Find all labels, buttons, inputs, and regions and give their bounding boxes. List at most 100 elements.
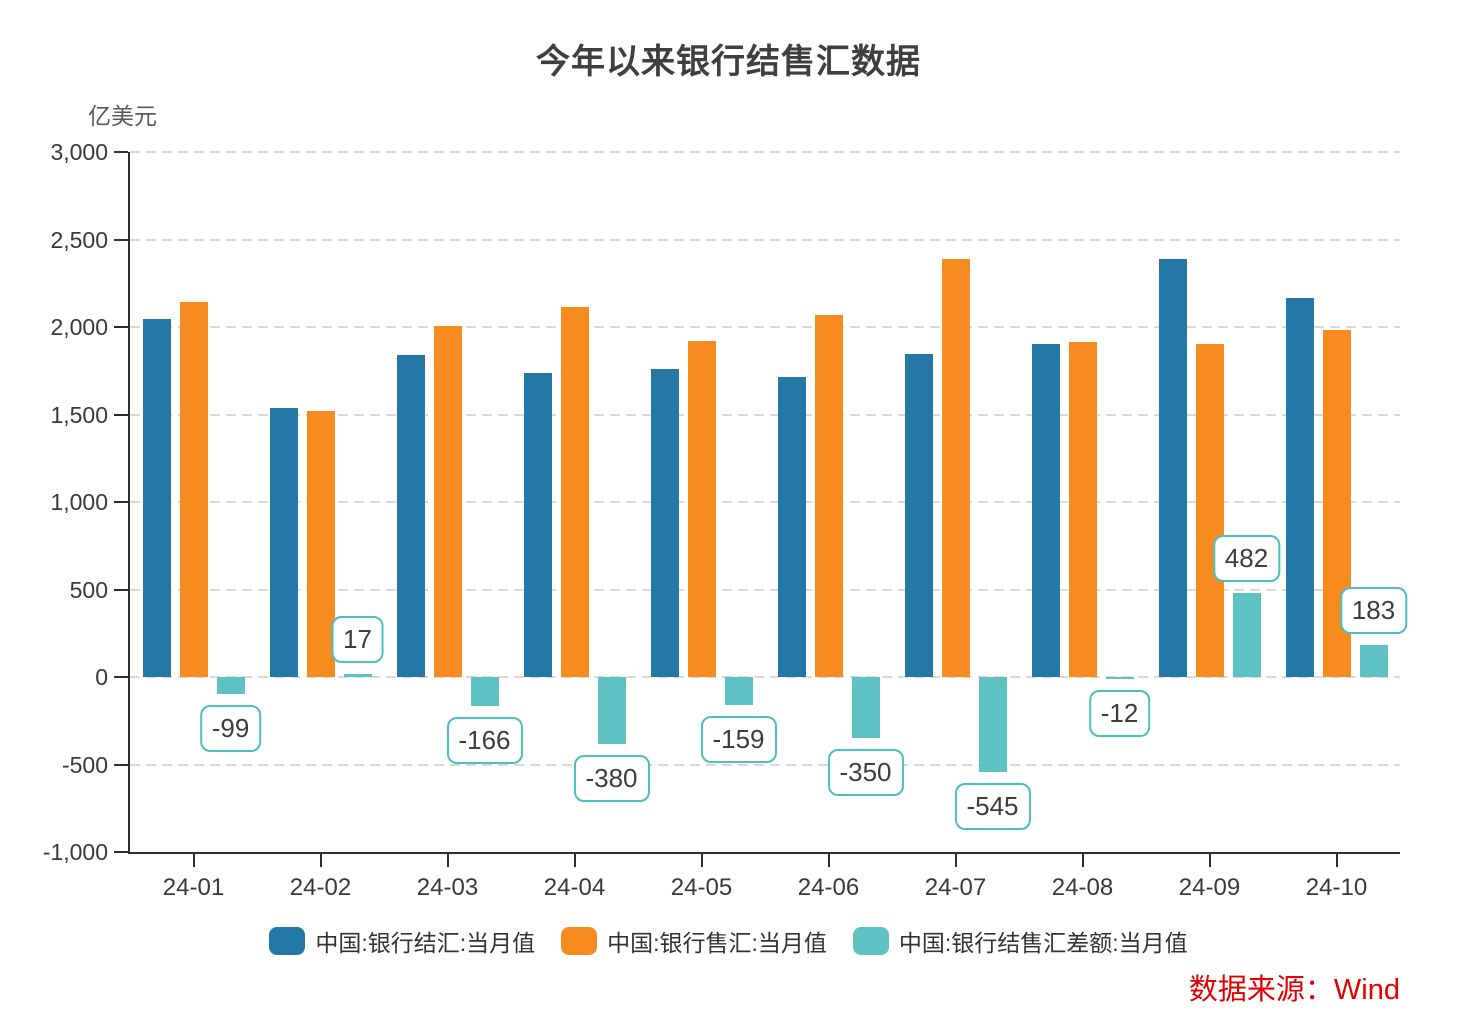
x-axis-tick [1208, 854, 1211, 867]
bar-24-01-series2 [216, 677, 245, 695]
y-axis-unit-label: 亿美元 [88, 103, 157, 129]
bar-24-05-series2 [724, 677, 753, 705]
legend-label-sales: 中国:银行售汇:当月值 [607, 930, 827, 956]
x-axis-tick [1335, 854, 1338, 867]
bar-24-04-series2 [597, 677, 626, 744]
y-axis-tick [114, 151, 128, 153]
legend-swatch-sales [561, 927, 598, 955]
plot-area: 3,000 2,500 2,000 1,500 1,000 500 0 -500 -1,000 2… [43, 139, 1408, 901]
x-axis-tick [319, 854, 322, 867]
bar-24-08-series2 [1105, 677, 1134, 680]
y-axis-tick-label: 1,500 [50, 401, 108, 428]
y-axis-tick [114, 501, 128, 503]
gridline-2000 [130, 326, 1400, 328]
bar-24-03-series0 [396, 355, 425, 677]
bar-24-05-series1 [687, 341, 716, 677]
x-axis-tick-label: 24-05 [670, 874, 733, 901]
x-axis-tick-label: 24-01 [162, 874, 225, 901]
y-axis-tick [114, 413, 128, 416]
y-axis-tick-label: 0 [95, 664, 108, 690]
value-label-24-03: -166 [446, 717, 523, 765]
y-axis-tick [114, 676, 128, 678]
x-axis-tick-label: 24-07 [924, 874, 987, 901]
gridline-500 [130, 588, 1400, 591]
bar-24-04-series0 [523, 373, 552, 677]
value-label-24-08: -12 [1088, 690, 1151, 738]
legend-item-balance: 中国:银行结售汇差额:当月值 [852, 924, 1188, 958]
y-axis-tick-label: -1,000 [42, 839, 108, 865]
bar-24-06-series0 [777, 376, 806, 677]
x-axis-line [128, 852, 1400, 854]
value-label-24-06: -350 [827, 749, 904, 797]
gridline-2500 [130, 238, 1400, 241]
x-axis-tick [446, 854, 449, 867]
x-axis-tick [827, 854, 830, 867]
bar-24-09-series1 [1195, 343, 1224, 677]
y-axis-tick [114, 588, 128, 591]
value-label-24-10: 183 [1339, 586, 1408, 634]
y-axis-tick [114, 238, 128, 241]
bar-24-07-series2 [978, 677, 1007, 773]
bar-24-03-series2 [470, 677, 499, 707]
bar-24-06-series1 [814, 315, 843, 677]
legend-item-sales: 中国:银行售汇:当月值 [561, 924, 827, 958]
y-axis-tick-label: 2,500 [50, 226, 108, 253]
bar-24-10-series0 [1285, 297, 1314, 677]
bar-24-06-series2 [851, 677, 880, 739]
y-axis-tick-label: 3,000 [50, 139, 108, 165]
bar-24-01-series0 [142, 319, 171, 677]
legend-swatch-balance [852, 927, 889, 955]
bar-24-07-series1 [941, 258, 970, 677]
y-axis-tick [114, 851, 128, 853]
legend-swatch-settlement [269, 927, 306, 955]
y-axis-tick-label: 1,000 [50, 489, 108, 515]
bar-24-10-series2 [1359, 644, 1388, 677]
x-axis-tick-label: 24-06 [797, 874, 860, 901]
x-axis-tick-label: 24-09 [1178, 874, 1241, 901]
x-axis-tick [1081, 854, 1084, 867]
x-axis-tick-label: 24-04 [543, 874, 606, 901]
bar-24-09-series0 [1158, 259, 1187, 677]
y-axis-tick-label: 2,000 [50, 314, 108, 340]
value-label-24-02: 17 [331, 616, 384, 664]
value-label-24-01: -99 [199, 705, 262, 753]
x-axis-tick-label: 24-03 [416, 874, 479, 901]
gridline-1000 [130, 501, 1400, 503]
x-axis-tick-label: 24-02 [289, 874, 352, 901]
bar-24-04-series1 [560, 306, 589, 677]
value-label-24-09: 482 [1212, 534, 1281, 582]
bar-24-05-series0 [650, 369, 679, 677]
y-axis-tick-label: -500 [61, 751, 108, 778]
legend: 中国:银行结汇:当月值 中国:银行售汇:当月值 中国:银行结售汇差额:当月值 [0, 924, 1457, 958]
legend-label-balance: 中国:银行结售汇差额:当月值 [898, 930, 1188, 956]
gridline-0 [130, 676, 1400, 678]
gridline--500 [130, 763, 1400, 766]
x-axis-tick [573, 854, 576, 867]
x-axis-tick [192, 854, 195, 867]
x-axis-tick [954, 854, 957, 867]
legend-item-settlement: 中国:银行结汇:当月值 [269, 924, 535, 958]
legend-label-settlement: 中国:银行结汇:当月值 [315, 930, 536, 956]
chart-title: 今年以来银行结售汇数据 [536, 43, 921, 81]
bar-24-02-series0 [269, 407, 298, 677]
value-label-24-04: -380 [573, 754, 650, 802]
value-label-24-07: -545 [954, 783, 1031, 831]
gridline-1500 [130, 413, 1400, 416]
y-axis-tick [114, 763, 128, 766]
x-axis-tick-label: 24-08 [1051, 874, 1114, 901]
bar-24-08-series1 [1068, 342, 1097, 677]
bar-24-08-series0 [1031, 344, 1060, 677]
y-axis-line [128, 152, 130, 854]
bar-24-02-series1 [306, 410, 335, 677]
bar-24-09-series2 [1232, 592, 1261, 677]
y-axis-tick [114, 326, 128, 328]
bar-24-03-series1 [433, 325, 462, 677]
x-axis-tick-label: 24-10 [1305, 874, 1368, 901]
bar-24-01-series1 [179, 301, 208, 677]
gridline-3000 [130, 151, 1400, 153]
data-source-note: 数据来源：Wind [1188, 974, 1400, 1006]
value-label-24-05: -159 [700, 715, 777, 763]
y-axis-tick-label: 500 [69, 576, 108, 603]
bar-24-07-series0 [904, 354, 933, 677]
